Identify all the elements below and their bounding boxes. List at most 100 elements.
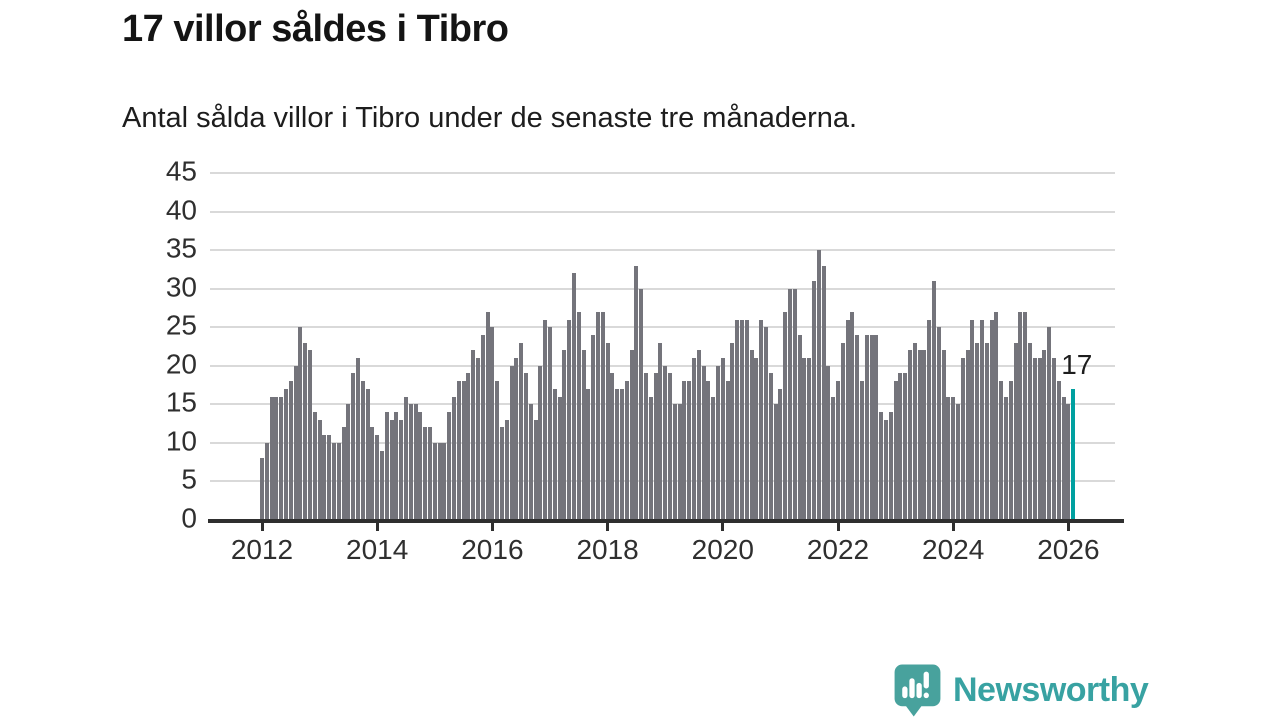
x-axis-tick [721,522,725,531]
gridline [210,441,1115,444]
y-axis-label: 5 [181,464,197,496]
x-axis-tick [606,522,610,531]
x-axis-label: 2026 [1037,534,1100,565]
bar [672,404,677,520]
bar [749,350,754,520]
bar [322,435,327,520]
bar [802,358,807,520]
bar [903,373,908,520]
gridline [210,403,1115,406]
bar [864,334,869,520]
bar [284,388,288,520]
bar [485,311,490,520]
bar [908,350,912,520]
bar [312,412,317,520]
bar [1023,311,1028,520]
bar [452,396,456,520]
gridline [210,480,1115,483]
bar [888,412,893,520]
bar [456,381,461,520]
bar [572,273,576,520]
bar [384,412,389,520]
bar [826,365,831,520]
bar [490,327,495,520]
bar [610,373,615,520]
bar [332,442,336,520]
bar [768,373,773,520]
bar [543,319,548,520]
bar [404,396,408,520]
bar [1032,358,1037,520]
bar [437,442,442,520]
bar [1018,311,1023,520]
bar [658,342,663,520]
x-axis-tick [490,522,494,531]
bar [380,450,384,520]
bar [687,381,692,520]
bar [274,396,279,520]
bar [840,342,845,520]
bar [365,388,370,520]
bar [1004,396,1008,520]
bar [759,319,764,520]
bar [812,280,816,520]
bar [471,350,476,520]
bar [946,396,951,520]
bar [706,381,711,520]
bar [884,419,888,520]
bar [783,311,788,520]
bar [634,265,639,520]
bar [744,319,749,520]
bar [293,365,298,520]
bar [711,396,716,520]
bar [965,350,970,520]
bar [874,334,879,520]
bar [557,396,562,520]
bar [298,327,303,520]
bar [303,342,308,520]
bar [850,311,855,520]
bar [389,419,394,520]
bar [936,327,941,520]
bar [351,373,356,520]
bar [552,388,557,520]
page-subtitle: Antal sålda villor i Tibro under de sena… [122,102,858,134]
bar [644,373,648,520]
bar [524,373,528,520]
bar [879,412,884,520]
bar [423,427,428,520]
bar [970,319,975,520]
bar [514,358,519,520]
y-axis-label: 40 [165,194,197,226]
bar [663,365,668,520]
bar [855,334,860,520]
bar [701,365,706,520]
bar [428,427,432,520]
bar [447,412,452,520]
bar [624,381,629,520]
bar [538,365,543,520]
bar [288,381,293,520]
bar [605,342,610,520]
bar [860,381,864,520]
bar [927,319,932,520]
bar [917,350,922,520]
bar [716,365,720,520]
bar [260,458,264,520]
bar [480,334,485,520]
bar [1008,381,1013,520]
bar [956,404,960,520]
bar [1042,350,1047,520]
bar [975,342,980,520]
gridline [210,364,1115,367]
bar [327,435,332,520]
bar [740,319,744,520]
x-axis-tick [1066,522,1070,531]
x-axis-label: 2018 [576,534,639,565]
bar [375,435,380,520]
bar [682,381,687,520]
x-axis-tick [375,522,379,531]
bar [1052,358,1056,520]
bar [898,373,903,520]
